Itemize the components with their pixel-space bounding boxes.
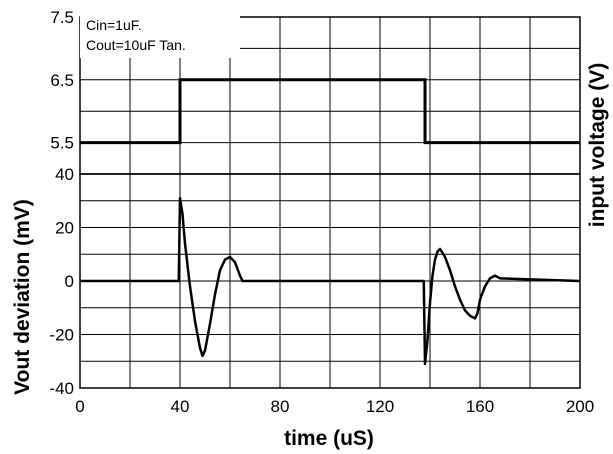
x-tick-label: 160 [466,397,494,416]
vout-deviation-series [80,196,581,366]
x-tick-label: 0 [75,397,84,416]
top-y-tick-label: 7.5 [50,8,74,27]
x-tick-label: 40 [171,397,190,416]
y-axis-label-right: input voltage (V) [586,63,609,228]
x-axis-label: time (uS) [284,427,374,450]
y-axis-label-left: Vout deviation (mV) [11,199,34,395]
x-tick-label: 200 [566,397,594,416]
input-voltage-series [80,78,580,145]
annotation-cin: Cin=1uF. [86,17,142,33]
bottom-y-tick-label: -20 [49,326,74,345]
x-tick-label: 120 [366,397,394,416]
x-tick-label: 80 [271,397,290,416]
series-layer [80,78,581,366]
bottom-y-tick-label: 20 [55,219,74,238]
bottom-y-tick-label: 0 [65,272,74,291]
bottom-y-tick-label: -40 [49,379,74,398]
top-y-tick-label: 6.5 [50,71,74,90]
bottom-y-tick-label: 40 [55,165,74,184]
annotation-cout: Cout=10uF Tan. [86,37,186,53]
top-y-tick-label: 5.5 [50,134,74,153]
annotation-box [80,14,240,58]
